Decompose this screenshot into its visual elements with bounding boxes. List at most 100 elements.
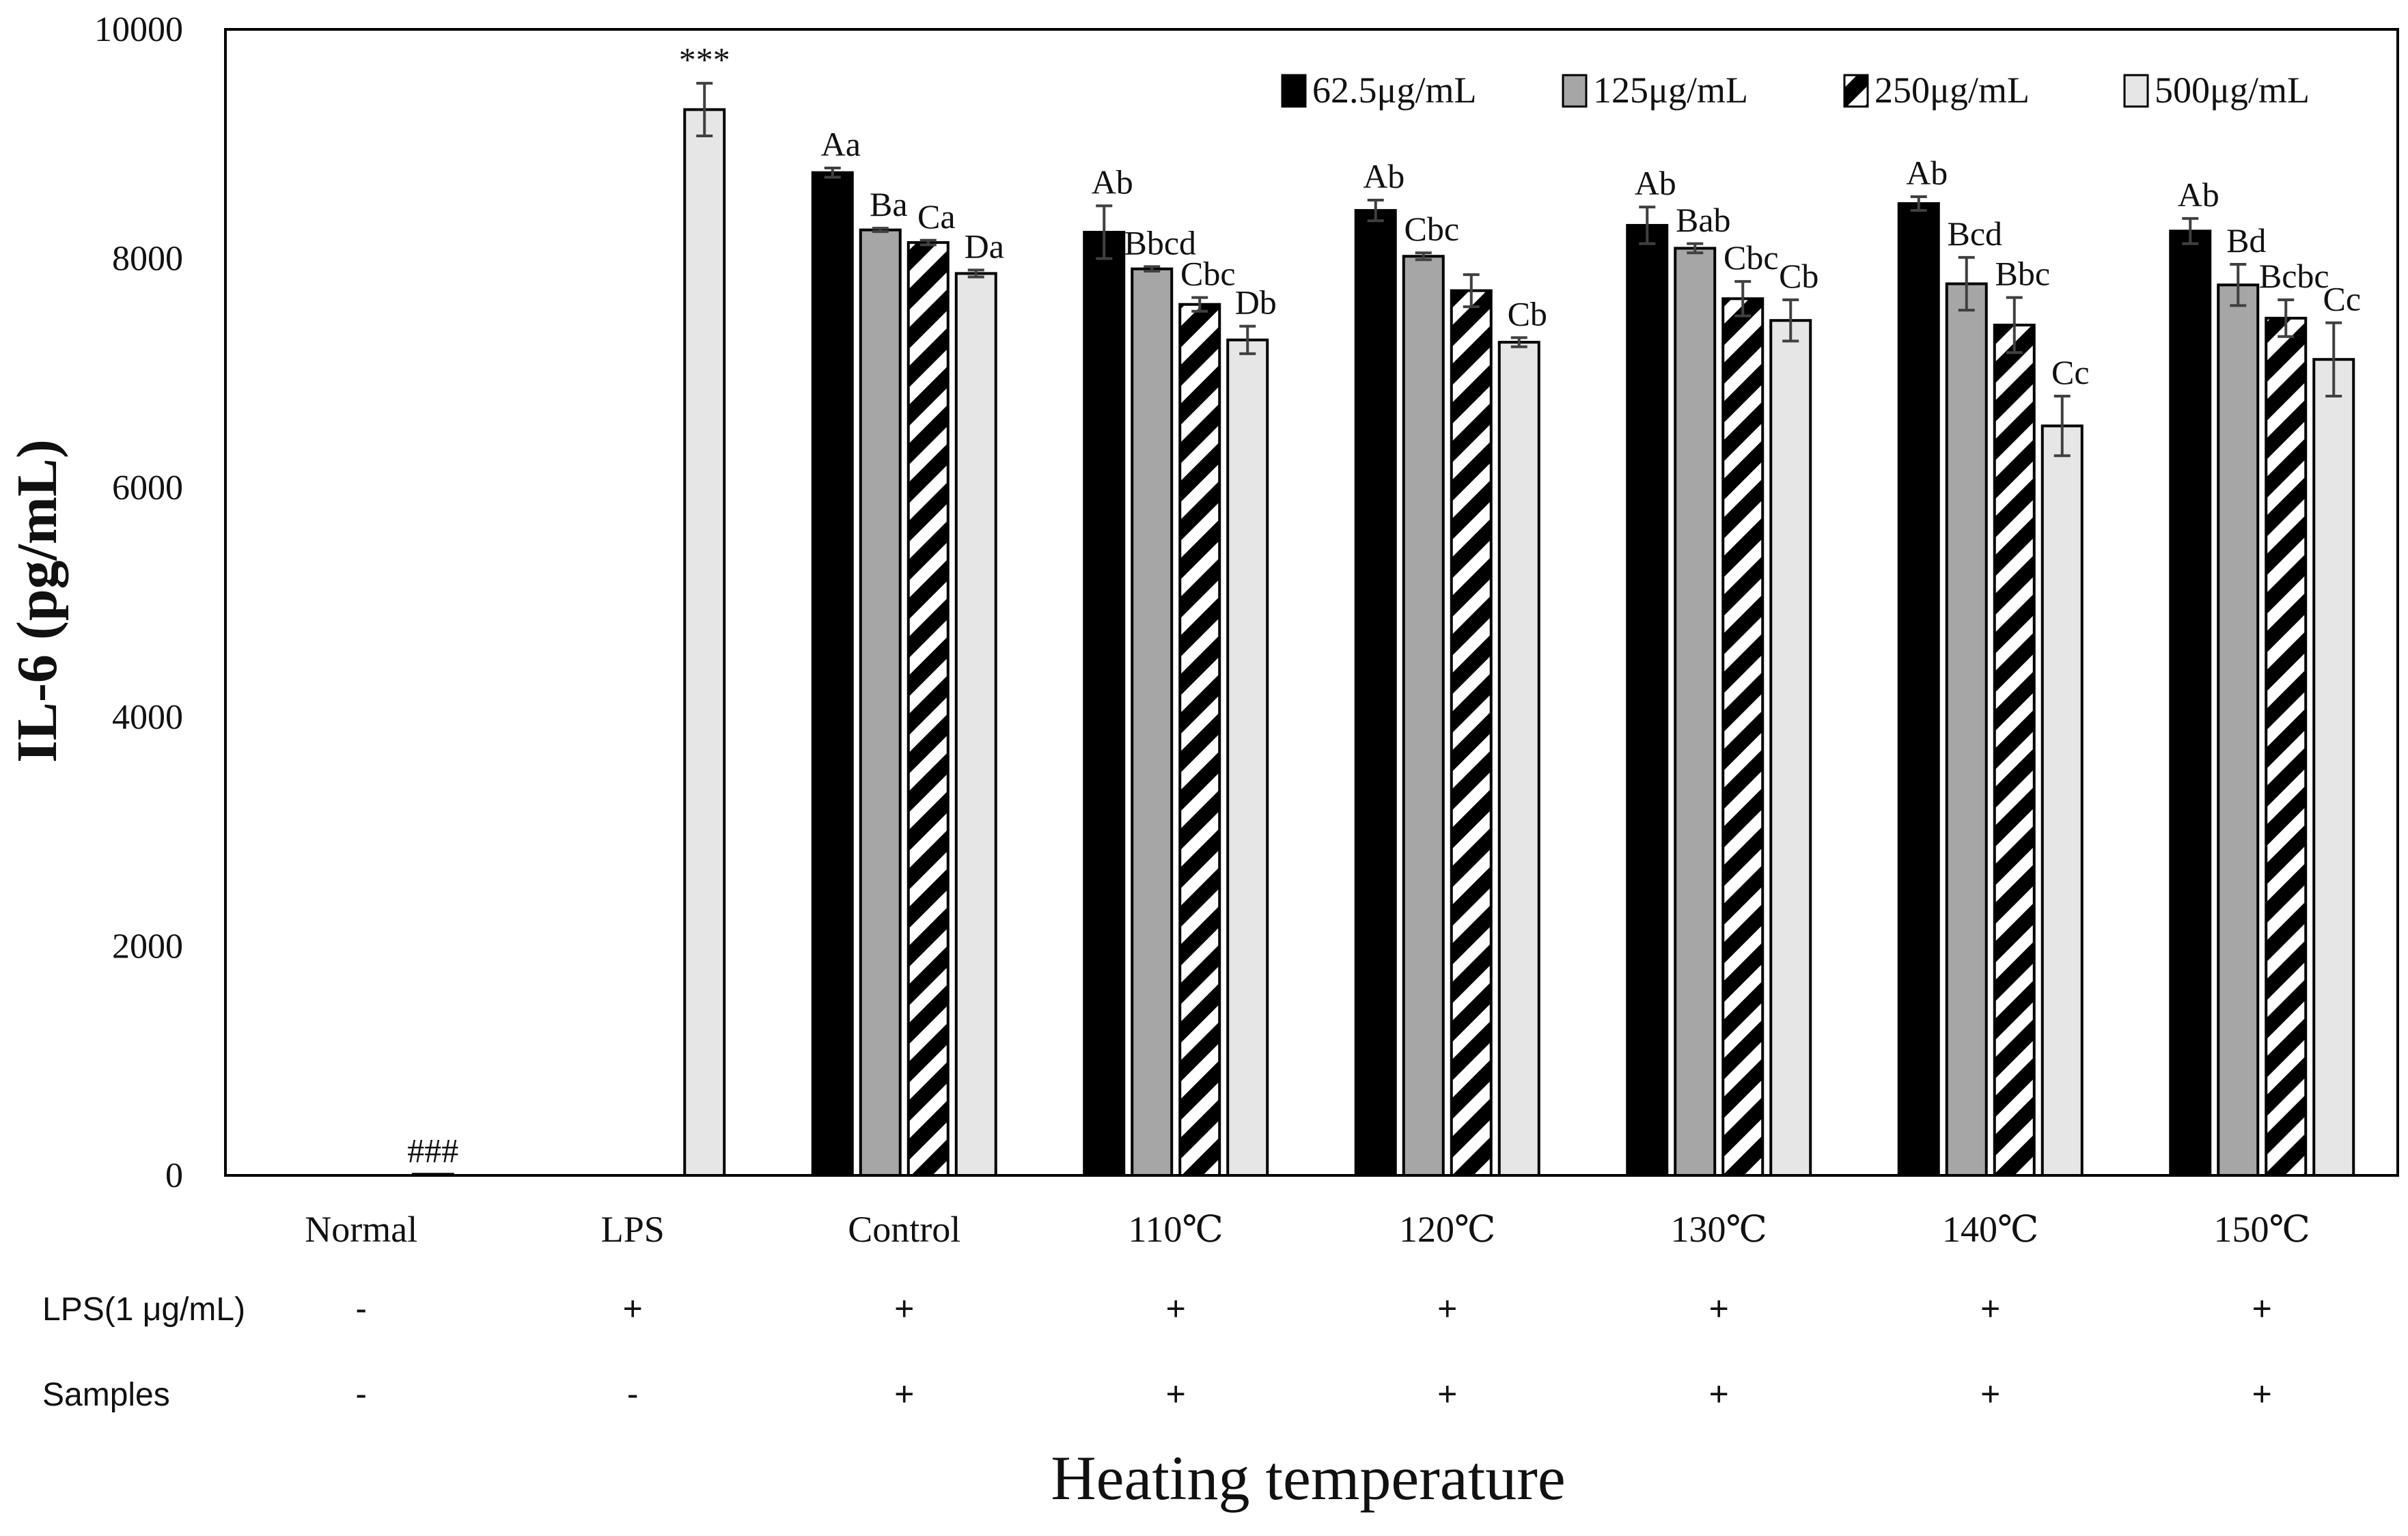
bar-significance-label: Cbc — [1724, 238, 1779, 277]
y-tick-label: 8000 — [112, 240, 183, 279]
bar — [907, 241, 950, 1177]
bar — [1769, 319, 1812, 1177]
condition-value: + — [1166, 1375, 1186, 1413]
bar-significance-label: Da — [965, 227, 1004, 265]
x-category-label: 140℃ — [1942, 1209, 2038, 1250]
bar-significance-label: Ba — [870, 185, 908, 223]
legend-swatch — [2123, 74, 2149, 108]
bar — [1897, 202, 1940, 1177]
bar-significance-label: Ca — [917, 197, 956, 236]
x-axis-category-labels: Normal LPS Control 110℃ 120℃ 130℃ 140℃ 150℃ — [305, 1209, 2310, 1250]
bar — [1226, 338, 1269, 1177]
bar-significance-label: Cb — [1779, 257, 1818, 295]
bar-significance-label: ### — [407, 1131, 458, 1169]
condition-value: - — [627, 1375, 639, 1413]
bar-significance-label: *** — [679, 40, 730, 79]
bar-significance-label: Cc — [2323, 280, 2361, 318]
x-category-label: LPS — [601, 1209, 665, 1250]
condition-value: + — [2252, 1375, 2272, 1413]
legend-label: 62.5μg/mL — [1312, 70, 1476, 111]
plot-frame — [224, 28, 2399, 1177]
x-category-label: 110℃ — [1129, 1209, 1223, 1250]
bar — [1674, 247, 1717, 1177]
y-axis-ticks: 0 2000 4000 6000 8000 10000 — [94, 10, 183, 1195]
bar — [2265, 316, 2308, 1177]
x-axis-title: Heating temperature — [1051, 1443, 1566, 1513]
legend-swatch — [1843, 74, 1869, 108]
bar-significance-label: Ab — [1635, 164, 1676, 202]
bar — [1083, 231, 1126, 1177]
bar-significance-label: Cc — [2051, 353, 2090, 391]
bar-significance-label: Cbc — [1404, 210, 1459, 248]
condition-value: + — [623, 1289, 643, 1328]
bar-significance-label: Bbc — [1995, 255, 2050, 293]
condition-value: + — [2252, 1289, 2272, 1328]
bar — [1626, 223, 1669, 1177]
bar — [954, 272, 997, 1177]
bar-significance-label: Bbcd — [1124, 223, 1196, 262]
condition-value: + — [1437, 1375, 1457, 1413]
x-category-label: Control — [848, 1209, 960, 1250]
x-category-label: 130℃ — [1671, 1209, 1767, 1250]
bar-significance-label: Bab — [1676, 201, 1731, 239]
y-tick-label: 2000 — [112, 927, 183, 966]
bar — [1178, 303, 1221, 1177]
bar — [1450, 289, 1493, 1177]
condition-value: + — [1980, 1375, 2000, 1413]
bar-significance-label: Db — [1235, 283, 1277, 322]
bar — [411, 1173, 454, 1177]
bar — [1402, 255, 1445, 1177]
bar — [1993, 323, 2036, 1177]
condition-rows: LPS(1 μg/mL) - + + + + + + + Samples - - + + + + + + — [42, 1289, 2272, 1413]
bar — [683, 108, 726, 1177]
bar-significance-label: Cb — [1508, 294, 1547, 333]
bar — [2312, 358, 2355, 1177]
condition-value: + — [1980, 1289, 2000, 1328]
bar — [859, 228, 902, 1177]
condition-value: - — [355, 1375, 367, 1413]
condition-value: + — [1437, 1289, 1457, 1328]
bar — [2040, 424, 2084, 1177]
bar-significance-label: Bd — [2226, 221, 2266, 260]
bar-significance-label: Bcd — [1947, 214, 2002, 253]
bar — [1131, 267, 1174, 1177]
y-tick-label: 6000 — [112, 469, 183, 507]
legend-label: 125μg/mL — [1593, 70, 1748, 111]
bar-significance-label: Ab — [1906, 154, 1948, 192]
bar-significance-label: Ab — [1363, 157, 1404, 195]
x-category-label: 120℃ — [1399, 1209, 1495, 1250]
legend-swatch — [1562, 74, 1588, 108]
bar-significance-label: Ab — [1092, 163, 1133, 201]
condition-value: + — [894, 1289, 914, 1328]
bar — [1945, 282, 1988, 1177]
condition-value: + — [1166, 1289, 1186, 1328]
condition-row-label: LPS(1 μg/mL) — [42, 1291, 245, 1328]
y-tick-label: 10000 — [94, 10, 183, 49]
bar — [1721, 297, 1765, 1177]
bar-significance-label: Cbc — [1180, 255, 1236, 293]
condition-value: + — [1709, 1375, 1729, 1413]
legend: 62.5μg/mL 125μg/mL 250μg/mL 500μg/mL — [1281, 70, 2310, 111]
bar-significance-label: Ab — [2178, 176, 2219, 214]
legend-swatch — [1281, 74, 1307, 108]
y-tick-label: 0 — [165, 1156, 183, 1195]
condition-value: + — [1709, 1289, 1729, 1328]
x-category-label: Normal — [305, 1209, 417, 1250]
bar — [2217, 283, 2260, 1177]
bar — [1497, 341, 1540, 1177]
y-axis-title: IL-6 (pg/mL) — [5, 439, 69, 763]
bar — [1354, 209, 1397, 1177]
bar-significance-label: Bcbc — [2259, 257, 2329, 295]
condition-value: - — [355, 1289, 367, 1328]
condition-value: + — [894, 1375, 914, 1413]
legend-label: 500μg/mL — [2155, 70, 2310, 111]
condition-row-label: Samples — [42, 1377, 170, 1413]
y-tick-label: 4000 — [112, 698, 183, 737]
x-category-label: 150℃ — [2214, 1209, 2310, 1250]
bar — [811, 171, 854, 1177]
bar — [2169, 229, 2212, 1177]
legend-label: 250μg/mL — [1874, 70, 2030, 111]
bar-significance-label: Aa — [821, 125, 861, 163]
